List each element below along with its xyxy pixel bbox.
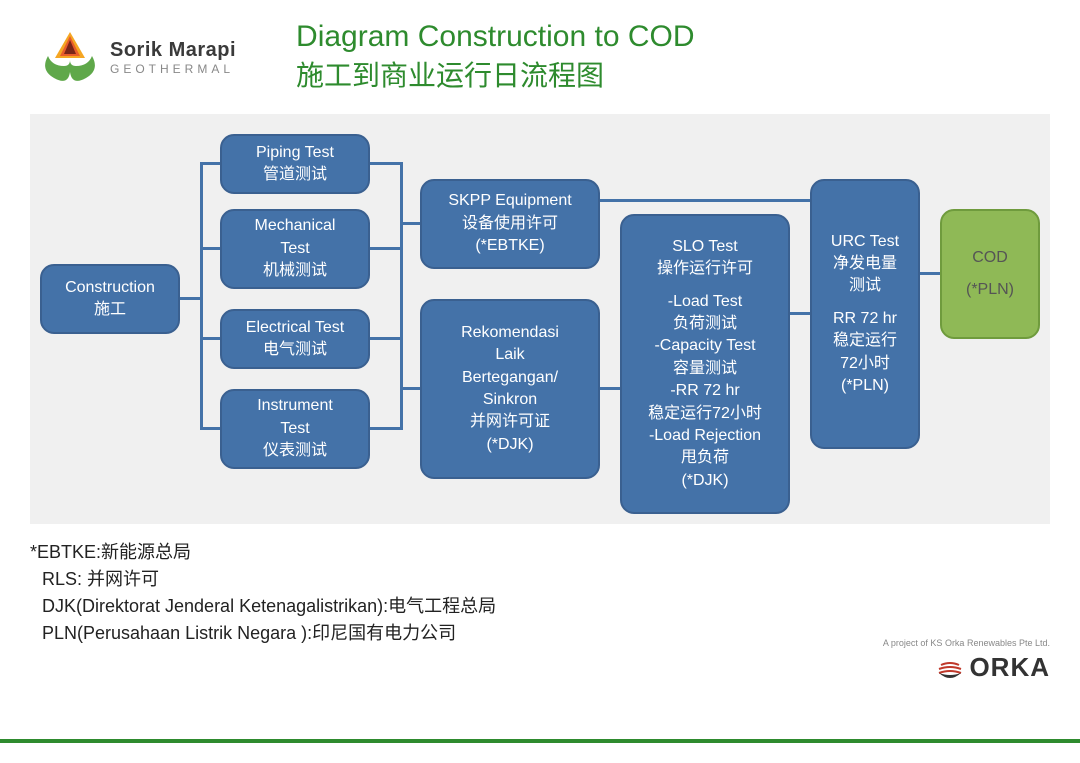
orka-logo: ORKA <box>883 652 1050 683</box>
node-skpp: SKPP Equipment设备使用许可(*EBTKE) <box>420 179 600 269</box>
connector-line <box>370 427 400 430</box>
node-construction-line1: Construction <box>65 277 155 299</box>
node-rls-line6: (*DJK) <box>486 434 533 456</box>
node-mechanical-line1: Mechanical <box>255 215 336 237</box>
logo-name: Sorik Marapi <box>110 39 236 62</box>
node-rls-line1: Rekomendasi <box>461 322 559 344</box>
node-construction-line2: 施工 <box>94 299 126 321</box>
sorik-logo-icon <box>40 30 100 85</box>
logo-sub: GEOTHERMAL <box>110 62 236 76</box>
node-cod: COD (*PLN) <box>940 209 1040 339</box>
connector-line <box>200 162 203 430</box>
node-instrument-line1: Instrument <box>257 395 333 417</box>
node-rls-line4: Sinkron <box>483 389 537 411</box>
connector-line <box>200 247 220 250</box>
node-instrument: InstrumentTest仪表测试 <box>220 389 370 469</box>
node-electrical: Electrical Test电气测试 <box>220 309 370 369</box>
node-mechanical-line2: Test <box>280 238 309 260</box>
node-slo-line8: -RR 72 hr <box>670 380 739 402</box>
node-construction: Construction施工 <box>40 264 180 334</box>
connector-line <box>920 272 940 275</box>
node-mechanical-line3: 机械测试 <box>263 260 327 282</box>
node-urc-line3: 测试 <box>849 275 881 297</box>
node-urc-line1: URC Test <box>831 231 899 253</box>
footnote-rls: RLS: 并网许可 <box>30 566 1050 593</box>
bottom-accent-line <box>0 739 1080 743</box>
orka-name: ORKA <box>969 652 1050 683</box>
node-slo-line6: -Capacity Test <box>654 335 755 357</box>
node-skpp-line1: SKPP Equipment <box>448 190 571 212</box>
node-instrument-line2: Test <box>280 418 309 440</box>
footnotes: *EBTKE:新能源总局 RLS: 并网许可 DJK(Direktorat Je… <box>30 539 1050 647</box>
node-cod-line1: COD <box>972 247 1008 269</box>
orka-logo-icon <box>937 655 963 681</box>
diagram-area: Construction施工Piping Test管道测试MechanicalT… <box>30 114 1050 524</box>
node-slo-line7: 容量测试 <box>673 358 737 380</box>
node-piping-line1: Piping Test <box>256 142 334 164</box>
node-urc-line8: (*PLN) <box>841 375 889 397</box>
node-slo-line9: 稳定运行72小时 <box>648 403 762 425</box>
node-slo: SLO Test操作运行许可 -Load Test负荷测试-Capacity Te… <box>620 214 790 514</box>
connector-line <box>400 387 420 390</box>
title-block: Diagram Construction to COD 施工到商业运行日流程图 <box>296 20 694 94</box>
footnote-djk: DJK(Direktorat Jenderal Ketenagalistrika… <box>30 593 1050 620</box>
node-cod-line3: (*PLN) <box>966 279 1014 301</box>
node-slo-line1: SLO Test <box>672 236 738 258</box>
node-rls-line5: 并网许可证 <box>470 411 550 433</box>
logo-area: Sorik Marapi GEOTHERMAL <box>40 30 236 85</box>
node-urc-line2: 净发电量 <box>833 253 897 275</box>
node-skpp-line2: 设备使用许可 <box>462 213 558 235</box>
node-rls-line2: Laik <box>495 344 524 366</box>
connector-line <box>180 297 200 300</box>
connector-line <box>790 312 810 315</box>
node-slo-line2: 操作运行许可 <box>657 258 753 280</box>
node-slo-line11: 甩负荷 <box>681 447 729 469</box>
node-slo-line4: -Load Test <box>668 291 742 313</box>
orka-area: A project of KS Orka Renewables Pte Ltd.… <box>883 638 1050 683</box>
node-rls: RekomendasiLaikBertegangan/Sinkron并网许可证(… <box>420 299 600 479</box>
connector-line <box>400 222 420 225</box>
connector-line <box>200 427 220 430</box>
node-slo-line12: (*DJK) <box>681 470 728 492</box>
header: Sorik Marapi GEOTHERMAL Diagram Construc… <box>0 0 1080 104</box>
node-piping: Piping Test管道测试 <box>220 134 370 194</box>
connector-line <box>370 162 400 165</box>
logo-text: Sorik Marapi GEOTHERMAL <box>110 39 236 76</box>
node-urc-line7: 72小时 <box>840 353 890 375</box>
title-cn: 施工到商业运行日流程图 <box>296 54 694 94</box>
node-skpp-line3: (*EBTKE) <box>475 235 544 257</box>
node-electrical-line1: Electrical Test <box>246 317 344 339</box>
title-en: Diagram Construction to COD <box>296 20 694 54</box>
node-piping-line2: 管道测试 <box>263 164 327 186</box>
node-rls-line3: Bertegangan/ <box>462 367 558 389</box>
node-slo-line10: -Load Rejection <box>649 425 761 447</box>
footnote-ebtke: *EBTKE:新能源总局 <box>30 539 1050 566</box>
connector-line <box>370 337 400 340</box>
orka-sub: A project of KS Orka Renewables Pte Ltd. <box>883 638 1050 648</box>
node-electrical-line2: 电气测试 <box>263 339 327 361</box>
connector-line <box>600 199 810 202</box>
node-instrument-line3: 仪表测试 <box>263 440 327 462</box>
connector-line <box>600 387 620 390</box>
node-urc-line5: RR 72 hr <box>833 308 897 330</box>
node-mechanical: MechanicalTest机械测试 <box>220 209 370 289</box>
node-slo-line5: 负荷测试 <box>673 313 737 335</box>
connector-line <box>200 162 220 165</box>
node-urc-line6: 稳定运行 <box>833 330 897 352</box>
connector-line <box>200 337 220 340</box>
node-urc: URC Test净发电量测试 RR 72 hr稳定运行72小时(*PLN) <box>810 179 920 449</box>
connector-line <box>370 247 400 250</box>
